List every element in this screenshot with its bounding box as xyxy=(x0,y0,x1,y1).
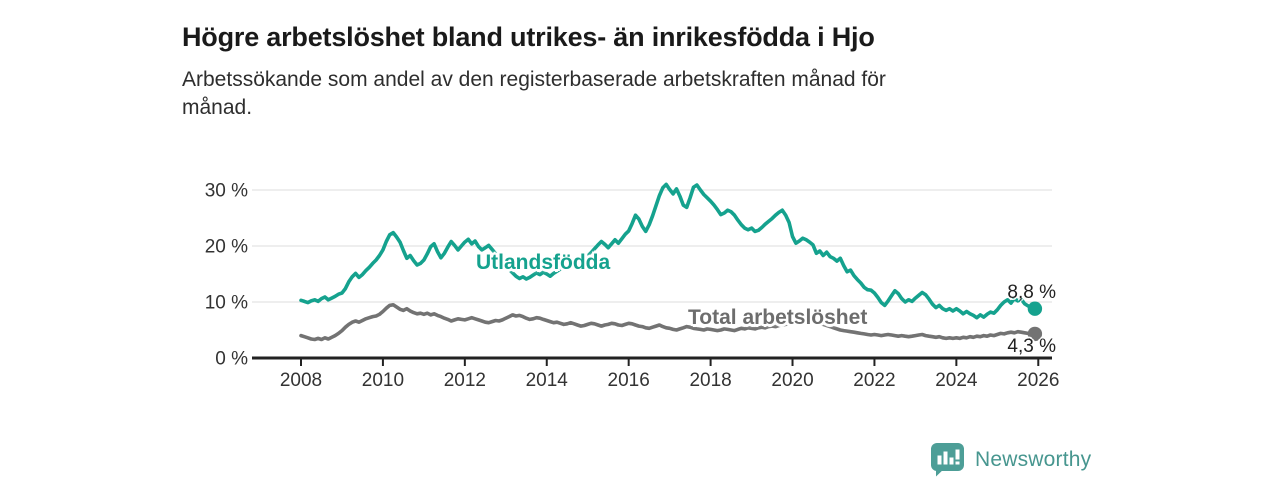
total-arbetsloshet-line xyxy=(299,302,1037,342)
x-tick-label: 2012 xyxy=(444,370,486,391)
series-label-total-arbetsloshet: Total arbetslöshet xyxy=(688,306,868,329)
x-tick-label: 2022 xyxy=(853,370,895,391)
y-tick-label: 0 % xyxy=(215,349,248,370)
utlandsfodda-end-dot xyxy=(1027,301,1043,316)
page-title: Högre arbetslöshet bland utrikes- än inr… xyxy=(182,22,875,53)
y-tick-label: 20 % xyxy=(205,237,248,258)
x-tick-label: 2008 xyxy=(280,370,322,391)
utlandsfodda-line xyxy=(299,182,1037,320)
y-tick-label: 30 % xyxy=(205,181,248,202)
total-arbetsloshet-end-dot xyxy=(1027,326,1043,342)
x-tick-label: 2016 xyxy=(608,370,650,391)
x-tick-label: 2026 xyxy=(1017,370,1059,391)
x-tick-label: 2014 xyxy=(526,370,569,391)
end-value-label-total-arbetsloshet: 4,3 % xyxy=(1007,336,1056,357)
newsworthy-brand-name: Newsworthy xyxy=(975,447,1092,471)
page-subtitle-line-1: Arbetssökande som andel av den registerb… xyxy=(182,68,886,91)
x-tick-label: 2020 xyxy=(771,370,813,391)
x-tick-label: 2018 xyxy=(689,370,731,391)
series-label-utlandsfodda: Utlandsfödda xyxy=(476,251,611,274)
x-tick-label: 2024 xyxy=(935,370,978,391)
x-tick-label: 2010 xyxy=(362,370,404,391)
newsworthy-speech-bubble-bar-chart-icon xyxy=(931,443,964,477)
end-value-label-utlandsfodda: 8,8 % xyxy=(1007,282,1056,303)
y-tick-label: 10 % xyxy=(205,293,248,314)
page-subtitle: Arbetssökande som andel av den registerb… xyxy=(182,66,1082,122)
page-subtitle-line-2: månad. xyxy=(182,96,253,119)
newsworthy-brand-link[interactable]: Newsworthy xyxy=(929,442,1091,477)
